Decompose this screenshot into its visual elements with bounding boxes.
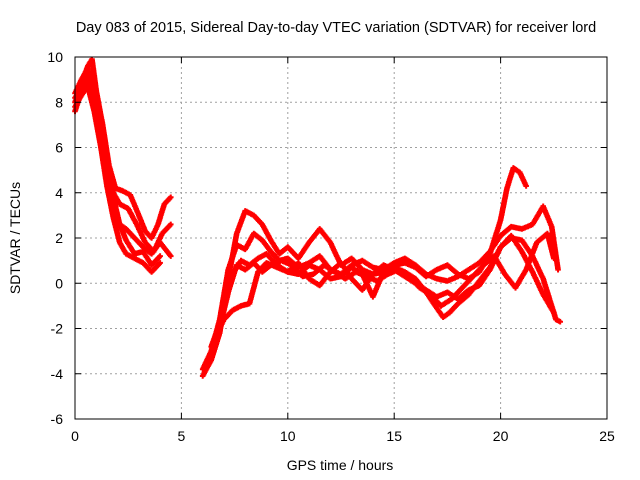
data-point (125, 205, 139, 226)
data-point (157, 253, 163, 259)
data-point (465, 279, 482, 298)
data-point (91, 108, 103, 147)
data-point (127, 192, 141, 217)
data-point (242, 232, 256, 253)
y-tick-label: 8 (55, 94, 63, 110)
chart-title: Day 083 of 2015, Sidereal Day-to-day VTE… (76, 20, 596, 36)
data-point (476, 249, 492, 266)
data-point (487, 245, 503, 271)
data-point (225, 243, 239, 273)
axes: 0 5 10 15 20 25 -6 -4 -2 0 2 4 6 8 10 (47, 49, 615, 444)
data-point (148, 261, 162, 275)
data-point (306, 227, 322, 246)
data-point (157, 260, 163, 266)
data-point (529, 269, 546, 296)
data-point (285, 244, 301, 260)
data-point (91, 92, 103, 129)
data-point (544, 230, 557, 260)
data-point (470, 263, 486, 280)
data-point (555, 266, 561, 273)
data-point (133, 221, 148, 244)
data-point (448, 286, 464, 302)
data-point (167, 194, 174, 201)
data-point (233, 209, 248, 237)
data-point (423, 289, 439, 310)
data-point (523, 183, 529, 189)
data-point (123, 226, 137, 240)
data-point (167, 221, 174, 228)
grid-lines (75, 57, 607, 419)
data-point (212, 318, 227, 341)
data-point (159, 222, 173, 237)
data-point (519, 237, 535, 258)
x-tick-label: 5 (178, 428, 186, 444)
data-point (502, 271, 518, 290)
data-point (487, 234, 503, 255)
data-point (136, 212, 148, 233)
data-point (221, 308, 235, 323)
data-point (370, 270, 386, 300)
data-point (553, 316, 562, 324)
data-point (540, 275, 552, 301)
data-point (268, 237, 282, 256)
data-point (551, 255, 557, 262)
y-tick-label: -6 (51, 411, 64, 427)
data-point (504, 166, 516, 191)
x-tick-label: 25 (599, 428, 615, 444)
data-point (123, 237, 137, 256)
data-point (540, 203, 554, 228)
data-point (148, 254, 162, 268)
data-point (546, 296, 559, 321)
y-tick-label: -4 (51, 366, 64, 382)
x-tick-label: 15 (386, 428, 402, 444)
data-point (161, 195, 173, 207)
x-tick-label: 0 (71, 428, 79, 444)
data-point (259, 221, 273, 242)
series-track-10 (212, 235, 563, 341)
data-point (295, 241, 311, 262)
data-point (412, 275, 428, 294)
data-point (104, 162, 116, 199)
x-tick-label: 10 (280, 428, 296, 444)
data-point (348, 275, 364, 292)
y-tick-label: 2 (55, 230, 63, 246)
data-point (476, 265, 492, 284)
series-track-4 (72, 65, 163, 268)
data-point (110, 194, 123, 226)
y-tick-label: 6 (55, 140, 63, 156)
data-point (97, 142, 110, 188)
data-point (116, 221, 129, 242)
y-tick-label: -2 (51, 321, 64, 337)
data-point (85, 65, 97, 97)
data-series (72, 56, 563, 379)
x-tick-label: 20 (493, 428, 509, 444)
data-point (529, 204, 546, 228)
data-point (316, 226, 333, 245)
data-point (104, 183, 116, 219)
data-point (497, 187, 510, 223)
x-axis-label: GPS time / hours (287, 457, 394, 473)
data-point (512, 268, 529, 291)
y-axis-label: SDTVAR / TECUs (7, 182, 23, 294)
y-tick-label: 10 (47, 49, 63, 65)
y-tick-label: 4 (55, 185, 63, 201)
data-point (251, 212, 264, 227)
data-point (155, 202, 167, 228)
data-point (97, 124, 110, 167)
data-point (246, 270, 261, 307)
data-point (85, 83, 97, 113)
y-tick-label: 0 (55, 275, 63, 291)
data-point (529, 253, 546, 280)
data-point (110, 214, 123, 244)
data-point (131, 235, 145, 249)
data-point (167, 253, 174, 259)
data-point (157, 239, 173, 258)
data-point (225, 263, 239, 296)
data-point (459, 274, 475, 291)
data-point (140, 248, 154, 267)
data-point (557, 318, 563, 325)
